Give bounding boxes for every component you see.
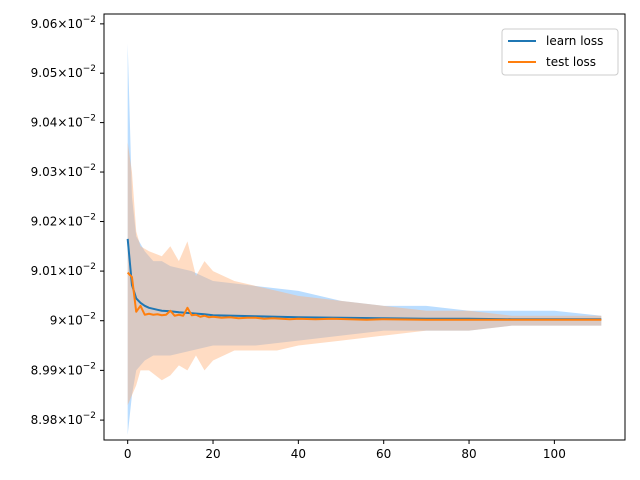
test-loss-line [126,271,602,321]
x-tick-label: 100 [543,447,566,461]
x-tick-label: 20 [205,447,220,461]
x-axis-ticks: 0 20 40 60 80 100 [124,440,566,461]
y-axis-ticks: 8.98×10−2 8.99×10−2 9×10−2 9.01×10−2 9.02×10… [31,15,104,427]
confidence-bands [127,43,602,436]
y-tick-label: 9.05×10−2 [31,64,96,80]
y-tick-label: 9.04×10−2 [31,114,96,130]
legend: learn loss test loss [501,28,619,76]
y-tick-label: 9.03×10−2 [31,163,96,179]
y-tick-label: 9×10−2 [50,312,96,328]
series-lines [126,238,602,321]
y-tick-label: 8.99×10−2 [31,361,96,377]
x-tick-label: 0 [124,447,132,461]
learn-loss-band [127,43,602,436]
x-tick-label: 60 [376,447,391,461]
y-tick-label: 9.06×10−2 [31,15,96,31]
x-tick-label: 40 [291,447,306,461]
x-tick-label: 80 [461,447,476,461]
test-loss-legend-label: test loss [546,55,596,69]
plot-frame [103,13,626,441]
test-loss-band [127,142,602,406]
y-tick-label: 8.98×10−2 [31,411,96,427]
learn-loss-legend-label: learn loss [546,34,603,48]
y-tick-label: 9.02×10−2 [31,213,96,229]
y-tick-label: 9.01×10−2 [31,262,96,278]
